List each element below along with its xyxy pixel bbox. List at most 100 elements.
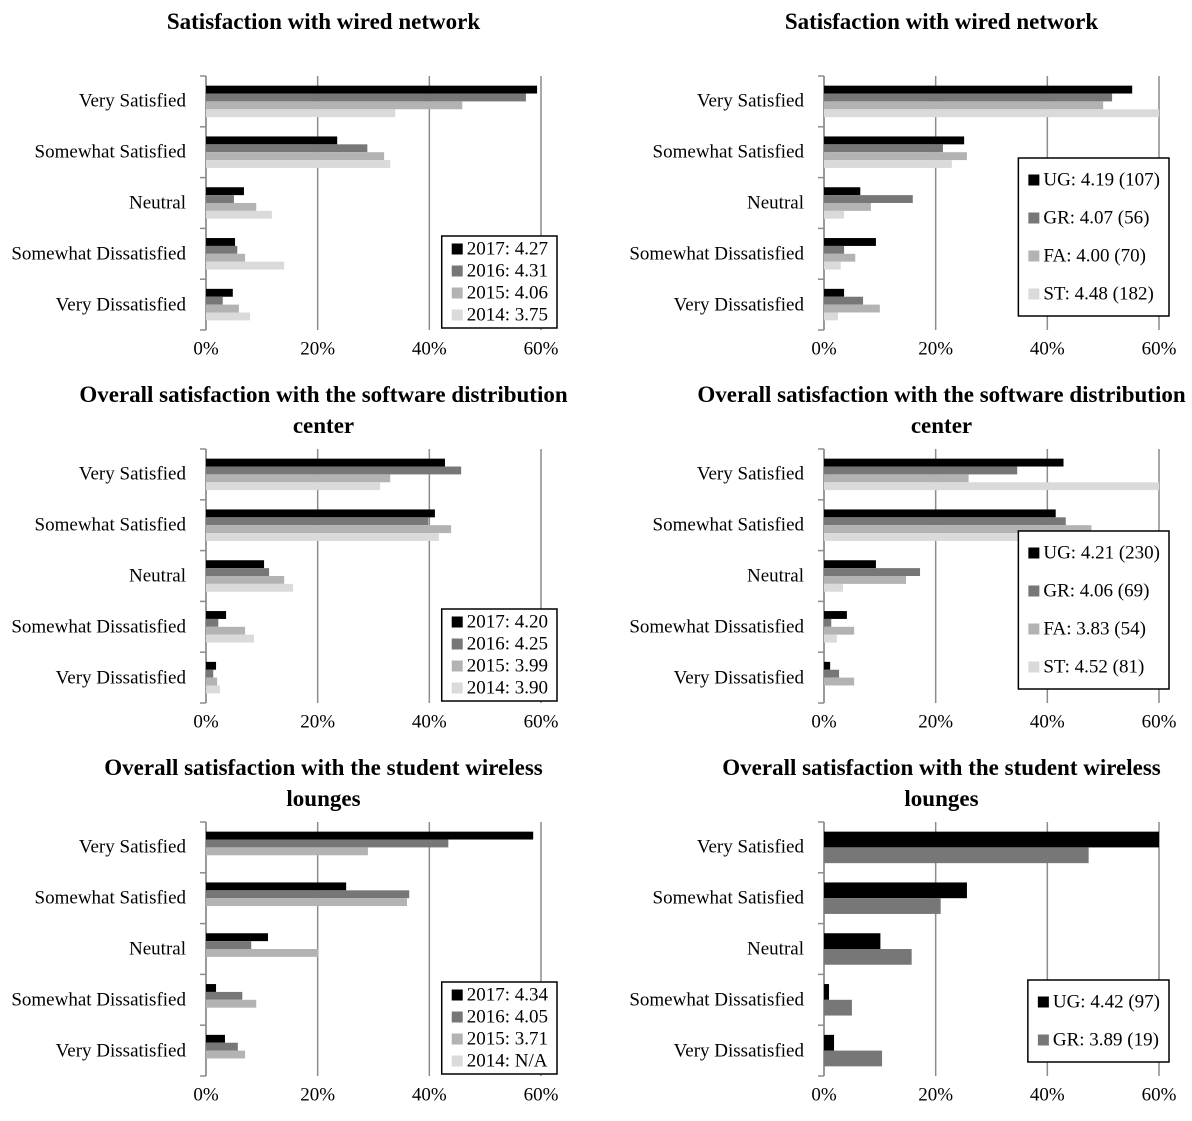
x-tick-label: 20%: [300, 338, 335, 359]
y-tick-label: Somewhat Dissatisfied: [11, 243, 186, 265]
legend-label: UG: 4.42 (97): [1053, 991, 1160, 1012]
x-tick-label: 0%: [193, 338, 219, 359]
plot: 0% 20% 40% 60% UG: 4.21 (230) GR: 4.06 (69) FA…: [811, 448, 1177, 732]
legend-label: FA: 3.83 (54): [1043, 618, 1146, 639]
bar: [824, 509, 1056, 518]
x-tick-label: 60%: [524, 1084, 559, 1105]
legend-label: FA: 4.00 (70): [1043, 245, 1146, 266]
x-tick-label: 0%: [193, 711, 219, 732]
legend-swatch: [451, 638, 463, 650]
bar: [206, 525, 452, 534]
bar: [206, 1050, 246, 1059]
y-tick-label: Neutral: [129, 565, 186, 587]
bar: [824, 253, 856, 262]
bar: [206, 288, 233, 297]
bar: [206, 509, 435, 518]
chart-title: Satisfaction with wired network: [166, 9, 481, 34]
legend-label: 2014: 3.75: [467, 304, 548, 325]
x-tick-label: 0%: [193, 1084, 219, 1105]
legend-box: [1027, 979, 1170, 1063]
bar: [206, 685, 220, 694]
legend-swatch: [1028, 250, 1040, 262]
x-tick-label: 20%: [918, 338, 953, 359]
bar: [206, 611, 227, 619]
y-tick-label: Very Dissatisfied: [673, 667, 804, 689]
legend: UG: 4.21 (230) GR: 4.06 (69) FA: 3.83 (54)…: [1017, 530, 1170, 690]
chart-title: Overall satisfaction with the software d…: [79, 382, 568, 438]
y-tick-label: Somewhat Dissatisfied: [629, 989, 804, 1011]
bar: [206, 517, 429, 526]
bar: [206, 839, 449, 848]
legend-swatch: [1028, 547, 1040, 559]
bar: [206, 847, 368, 856]
bar: [206, 203, 257, 211]
bar: [824, 611, 847, 619]
y-tick-label: Very Satisfied: [696, 836, 804, 858]
y-tick-label: Somewhat Dissatisfied: [629, 616, 804, 638]
bar: [824, 898, 941, 914]
bar: [824, 618, 832, 627]
bar: [206, 261, 285, 270]
chart-title: Overall satisfaction with the student wi…: [104, 755, 543, 811]
bar: [206, 568, 270, 576]
x-tick-label: 60%: [1142, 1084, 1177, 1105]
bar: [206, 898, 407, 907]
bar: [206, 583, 294, 592]
bar: [824, 1034, 835, 1051]
bar: [824, 661, 831, 670]
bar: [206, 831, 534, 840]
bar: [206, 933, 268, 942]
legend-swatch: [451, 1033, 463, 1045]
y-tick-label: Very Satisfied: [78, 836, 186, 858]
x-tick-label: 20%: [300, 711, 335, 732]
x-tick-label: 40%: [1030, 711, 1065, 732]
x-tick-label: 20%: [918, 711, 953, 732]
x-tick-label: 60%: [1142, 711, 1177, 732]
bar: [206, 941, 252, 949]
legend: UG: 4.42 (97) GR: 3.89 (19): [1027, 979, 1170, 1063]
bar: [206, 93, 526, 102]
bar: [824, 533, 1020, 541]
plot: 0% 20% 40% 60% UG: 4.42 (97) GR: 3.89 (19): [811, 821, 1177, 1105]
y-tick-label: Neutral: [129, 938, 186, 960]
bar: [824, 85, 1133, 94]
bar: [206, 187, 244, 196]
bar: [824, 949, 912, 965]
legend-swatch: [451, 1011, 463, 1023]
y-tick-label: Somewhat Satisfied: [652, 514, 804, 536]
bar: [824, 195, 913, 203]
bar: [824, 93, 1113, 102]
x-tick-label: 60%: [1142, 338, 1177, 359]
legend-label: UG: 4.19 (107): [1043, 169, 1160, 190]
legend-label: GR: 4.07 (56): [1043, 207, 1149, 228]
bar: [206, 634, 255, 643]
bar: [206, 312, 251, 321]
bar: [824, 312, 838, 321]
bar: [206, 101, 463, 110]
chart-panel: Overall satisfaction with the software d…: [0, 373, 596, 746]
legend-label: ST: 4.48 (182): [1043, 283, 1153, 304]
x-tick-label: 60%: [524, 338, 559, 359]
legend-swatch: [1028, 585, 1040, 597]
bar: [824, 576, 907, 584]
x-tick-label: 40%: [412, 1084, 447, 1105]
bar: [824, 1050, 883, 1067]
bar: [824, 152, 967, 161]
legend-label: 2015: 4.06: [467, 282, 548, 303]
chart-title: Satisfaction with wired network: [784, 9, 1099, 34]
bar: [824, 984, 830, 1000]
bar: [206, 560, 265, 569]
bar: [206, 618, 219, 627]
y-tick-label: Very Satisfied: [696, 90, 804, 112]
legend-label: 2014: N/A: [467, 1050, 548, 1071]
legend-label: 2017: 4.20: [467, 611, 548, 632]
bar: [824, 109, 1159, 118]
bar: [206, 152, 385, 161]
x-tick-label: 0%: [811, 338, 837, 359]
legend-box: [1017, 157, 1170, 317]
legend-swatch: [451, 287, 463, 299]
legend-swatch: [451, 682, 463, 694]
